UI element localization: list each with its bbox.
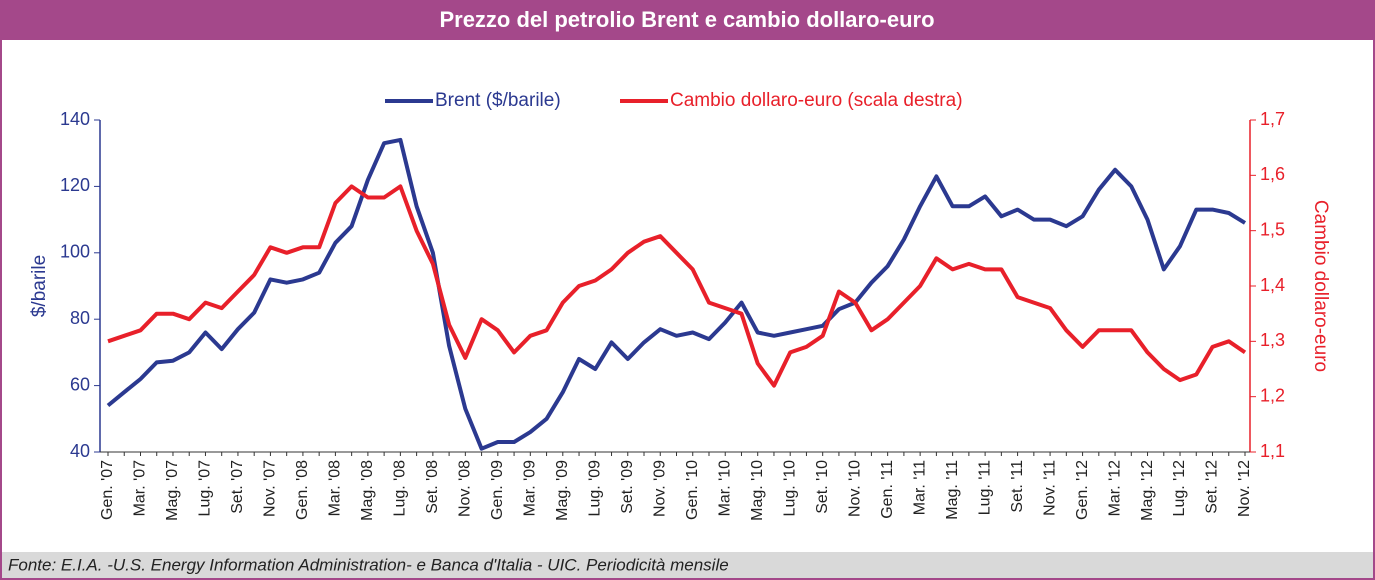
source-note: Fonte: E.I.A. -U.S. Energy Information A… [8, 555, 729, 574]
x-tick-label: Lug. '09 [587, 460, 604, 517]
x-tick-label: Lug. '12 [1171, 460, 1188, 517]
x-tick-label: Mag. '10 [749, 460, 766, 521]
x-tick-label: Mar. '11 [911, 460, 928, 515]
x-tick-label: Mag. '11 [944, 460, 961, 520]
x-tick-label: Mag. '07 [164, 460, 181, 521]
x-tick-label: Mar. '07 [132, 460, 149, 517]
y2-tick-label: 1,2 [1260, 385, 1285, 405]
x-tick-label: Lug. '11 [976, 460, 993, 515]
y-tick-label: 60 [70, 374, 90, 394]
x-tick-label: Gen. '07 [99, 460, 116, 520]
x-tick-label: Gen. '11 [879, 460, 896, 519]
x-tick-label: Set. '11 [1009, 460, 1026, 513]
x-tick-label: Lug. '07 [197, 460, 214, 517]
chart-title: Prezzo del petrolio Brent e cambio dolla… [439, 7, 934, 32]
x-tick-label: Mar. '10 [716, 460, 733, 517]
y2-tick-label: 1,4 [1260, 275, 1285, 295]
x-tick-label: Set. '07 [229, 460, 246, 514]
y-tick-label: 120 [60, 175, 90, 195]
x-tick-label: Nov. '09 [651, 460, 668, 517]
y-tick-label: 40 [70, 441, 90, 461]
x-tick-label: Mar. '08 [327, 460, 344, 517]
y-tick-label: 80 [70, 308, 90, 328]
y2-tick-label: 1,6 [1260, 164, 1285, 184]
x-tick-label: Gen. '09 [489, 460, 506, 520]
y2-tick-label: 1,5 [1260, 219, 1285, 239]
legend-label: Brent ($/barile) [435, 90, 561, 111]
x-tick-label: Gen. '12 [1074, 460, 1091, 520]
x-tick-label: Mag. '09 [554, 460, 571, 521]
x-tick-label: Nov. '10 [846, 460, 863, 517]
y2-tick-label: 1,1 [1260, 441, 1285, 461]
x-tick-label: Lug. '10 [781, 460, 798, 517]
x-tick-label: Mar. '12 [1106, 460, 1123, 517]
x-tick-label: Nov. '08 [457, 460, 474, 517]
y2-axis-label: Cambio dollaro-euro [1310, 200, 1331, 372]
x-tick-label: Nov. '11 [1041, 460, 1058, 516]
x-tick-label: Mag. '12 [1139, 460, 1156, 521]
legend-label: Cambio dollaro-euro (scala destra) [670, 90, 963, 111]
y2-tick-label: 1,7 [1260, 109, 1285, 129]
x-tick-label: Set. '08 [424, 460, 441, 514]
x-tick-label: Mag. '08 [359, 460, 376, 521]
y-axis-label: $/barile [29, 255, 50, 317]
x-tick-label: Gen. '10 [684, 460, 701, 520]
y-tick-label: 140 [60, 109, 90, 129]
x-tick-label: Set. '12 [1204, 460, 1221, 514]
footer-bar [2, 552, 1373, 578]
x-tick-label: Gen. '08 [294, 460, 311, 520]
series-line [106, 137, 1247, 451]
y-tick-label: 100 [60, 242, 90, 262]
x-tick-label: Mar. '09 [522, 460, 539, 517]
x-tick-label: Lug. '08 [392, 460, 409, 517]
header-bar [0, 0, 1375, 40]
y2-tick-label: 1,3 [1260, 330, 1285, 350]
x-tick-label: Set. '09 [619, 460, 636, 514]
x-tick-label: Nov. '12 [1236, 460, 1253, 517]
series-line [107, 184, 1247, 388]
x-tick-label: Nov. '07 [262, 460, 279, 517]
x-tick-label: Set. '10 [814, 460, 831, 514]
